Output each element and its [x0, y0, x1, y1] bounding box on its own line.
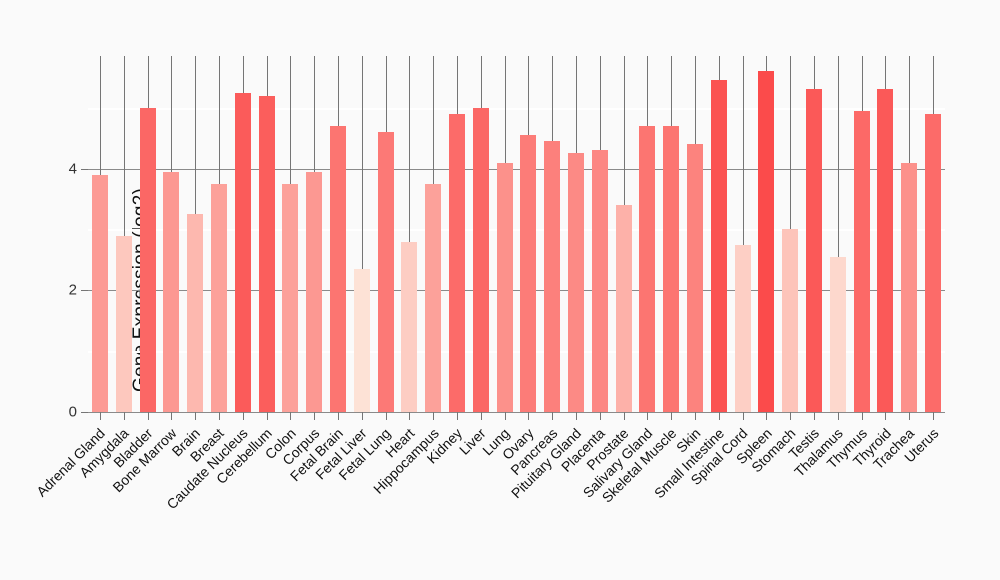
x-tick-mark [909, 412, 911, 420]
x-tick-mark [409, 412, 411, 420]
bar-pituitary-gland [568, 153, 584, 412]
x-tick-mark [314, 412, 316, 420]
x-tick-mark [504, 412, 506, 420]
x-tick-mark [195, 412, 197, 420]
bar-stomach [782, 229, 799, 412]
x-tick-mark [242, 412, 244, 420]
x-tick-mark [480, 412, 482, 420]
y-tick-label: 2 [68, 281, 77, 299]
x-tick-mark [361, 412, 363, 420]
bar-heart [401, 241, 418, 412]
bar-spinal-cord [734, 244, 751, 412]
bar-spleen [758, 71, 775, 412]
category-needle-line [361, 56, 363, 412]
bar-ovary [520, 135, 537, 412]
bar-bladder [139, 107, 156, 412]
x-tick-mark [814, 412, 816, 420]
bar-corpus [306, 171, 323, 412]
x-tick-mark [742, 412, 744, 420]
gridline-minor [88, 351, 945, 354]
bar-fetal-lung [377, 132, 394, 412]
gridline-major [88, 168, 945, 170]
bar-colon [282, 183, 299, 412]
x-tick-mark [147, 412, 149, 420]
bar-testis [806, 89, 823, 412]
category-needle-line [837, 56, 839, 412]
x-tick-mark [647, 412, 649, 420]
y-tick-label: 4 [68, 160, 77, 178]
bar-amygdala [115, 235, 132, 412]
plot-area: Gene Expression (log2) 024 Adrenal Gland… [34, 56, 945, 512]
gridline-minor [88, 229, 945, 232]
x-axis-line [88, 412, 945, 413]
bar-kidney [448, 113, 465, 412]
x-tick-mark [599, 412, 601, 420]
bar-brain [187, 214, 204, 412]
x-tick-mark [528, 412, 530, 420]
x-tick-mark [861, 412, 863, 420]
x-tick-mark [337, 412, 339, 420]
x-tick-mark [123, 412, 125, 420]
y-tick-label: 0 [68, 403, 77, 421]
y-tick-mark [81, 168, 88, 170]
bar-cerebellum [258, 95, 275, 412]
bar-trachea [901, 162, 918, 412]
x-tick-mark [552, 412, 554, 420]
bar-skin [687, 144, 704, 412]
bar-breast [210, 183, 227, 412]
bar-thyroid [877, 89, 894, 412]
category-needle-line [409, 56, 411, 412]
x-tick-mark [576, 412, 577, 420]
bar-placenta [591, 150, 608, 412]
bar-liver [472, 107, 489, 412]
bar-uterus [925, 113, 942, 412]
y-tick-mark [81, 290, 88, 292]
x-tick-mark [933, 412, 935, 420]
x-tick-mark [837, 412, 839, 420]
bar-fetal-brain [329, 125, 346, 412]
x-tick-mark [218, 412, 220, 420]
x-tick-mark [433, 412, 435, 420]
bar-hippocampus [425, 183, 442, 412]
x-tick-mark [766, 412, 768, 420]
x-tick-mark [718, 412, 720, 420]
x-tick-mark [171, 412, 173, 420]
x-tick-mark [790, 412, 792, 420]
bar-bone-marrow [163, 171, 180, 412]
x-tick-mark [290, 412, 292, 420]
x-tick-mark [623, 412, 625, 420]
bar-pancreas [544, 141, 561, 412]
bar-fetal-liver [353, 269, 370, 412]
x-tick-mark [885, 412, 887, 420]
bar-small-intestine [710, 80, 727, 412]
gridline-major [88, 290, 945, 292]
category-needle-line [742, 56, 744, 412]
bar-caudate-nucleus [234, 92, 251, 412]
bar-lung [496, 162, 513, 412]
x-tick-mark [385, 412, 387, 420]
bar-thalamus [829, 256, 846, 412]
bar-prostate [615, 205, 632, 412]
bar-salivary-gland [639, 125, 656, 412]
bar-adrenal-gland [91, 174, 108, 412]
y-tick-mark [81, 412, 88, 413]
x-tick-mark [99, 412, 101, 420]
x-tick-mark [671, 412, 673, 420]
category-needle-line [123, 56, 125, 412]
x-tick-mark [456, 412, 458, 420]
gridline-minor [88, 107, 945, 110]
bar-skeletal-muscle [663, 125, 680, 412]
x-tick-mark [266, 412, 268, 420]
bar-thymus [853, 110, 870, 412]
x-tick-mark [695, 412, 697, 420]
